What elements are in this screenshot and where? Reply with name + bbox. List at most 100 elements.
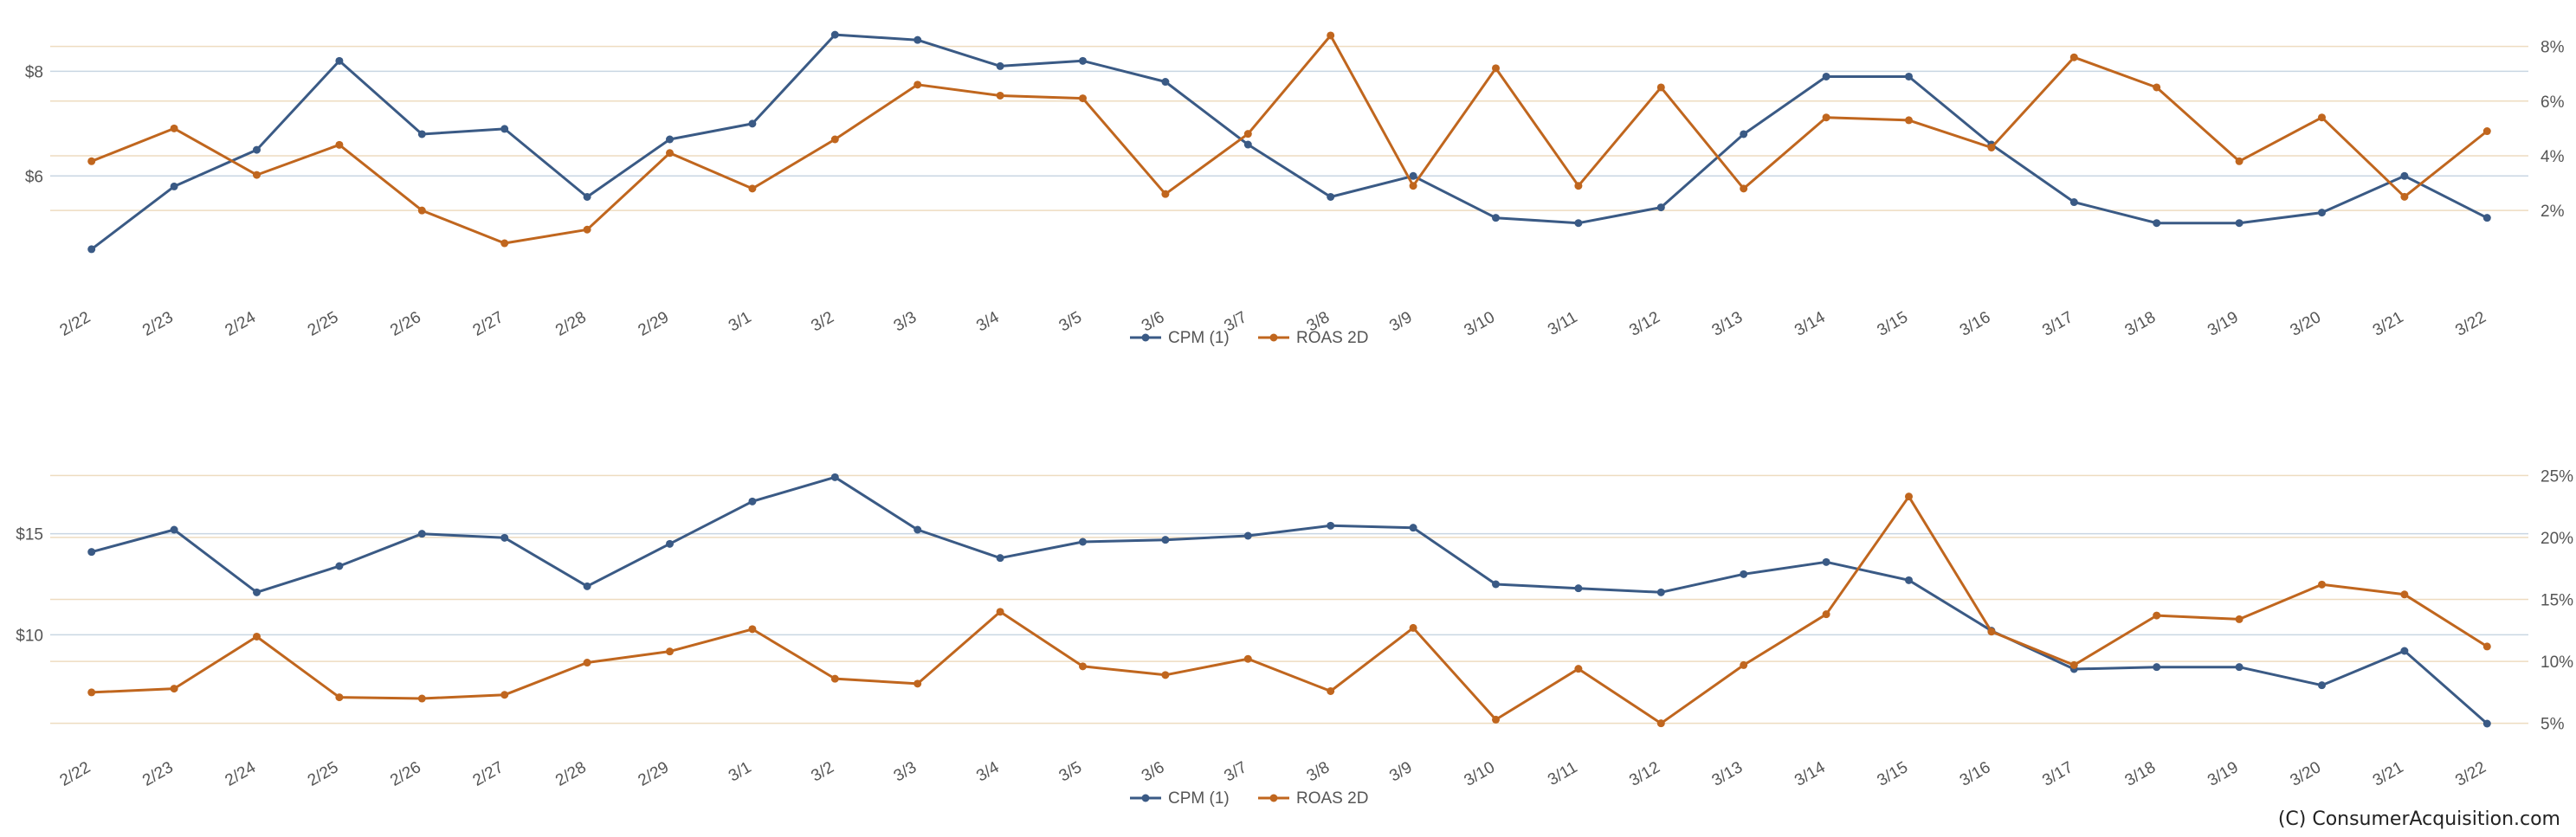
x-axis-tick-label: 2/27 [470,308,507,340]
roas-point [2069,660,2078,669]
roas-point [914,679,922,688]
x-axis-tick-label: 2/26 [387,308,424,340]
roas-point [1822,113,1830,122]
cpm-point [1243,140,1252,149]
x-axis-tick-label: 3/6 [1139,308,1167,335]
right-axis-tick-label: 2% [2540,203,2565,221]
roas-point [1987,143,1996,151]
cpm-point [2153,663,2161,672]
x-axis-tick-label: 2/25 [305,308,342,340]
cpm-point [748,497,757,505]
x-axis-tick-label: 2/25 [305,758,342,790]
x-axis-tick-label: 3/3 [891,308,920,335]
roas-point [253,171,261,179]
copyright-notice: (C) ConsumerAcquisition.com [2277,808,2560,830]
x-axis-tick-label: 2/24 [222,758,259,790]
cpm-point [1409,171,1417,180]
roas-point [748,625,757,634]
cpm-point [1656,588,1665,596]
right-axis-tick-label: 4% [2540,148,2565,166]
cpm-point [666,539,674,548]
roas-point [830,674,839,683]
x-axis-tick-label: 3/17 [2039,308,2076,340]
right-axis-tick-label: 5% [2540,716,2565,734]
bottom-chart: 5% 10% 15% 20% 25% $10 $15 2/22 2/23 2/24 2/25 2/26… [16,467,2573,808]
roas-point [2318,113,2326,122]
cpm-point [914,525,922,534]
cpm-point [666,135,674,144]
cpm-legend-marker [1141,333,1150,342]
x-axis-tick-label: 3/9 [1386,758,1415,785]
cpm-point [996,554,1004,563]
x-axis-tick-label: 2/28 [552,758,590,790]
roas-point [583,225,591,234]
roas-point [1905,116,1913,125]
cpm-point [1492,580,1500,589]
cpm-point [748,119,757,128]
cpm-point [1905,576,1913,584]
cpm-point [87,548,96,557]
roas-point [1740,660,1748,669]
right-axis-tick-label: 10% [2540,654,2573,672]
roas-point [253,632,261,641]
x-axis-tick-label: 3/22 [2452,308,2489,340]
cpm-point [335,56,344,65]
x-axis-tick-label: 3/7 [1221,758,1249,785]
cpm-point [1327,192,1335,201]
cpm-point [1327,521,1335,530]
x-axis-tick-label: 2/29 [635,758,672,790]
x-axis-tick-label: 2/29 [635,308,672,340]
x-axis-tick-label: 3/11 [1545,758,1580,789]
x-axis-tick-label: 3/12 [1626,758,1663,790]
top-chart: 2% 4% 6% 8% $6 $8 2/22 2/23 2/24 2/25 2/26 2/27 2/28… [25,30,2565,347]
roas-point [1822,610,1830,619]
x-axis-tick-label: 3/16 [1957,758,1994,790]
x-axis-tick-label: 3/8 [1304,758,1333,785]
x-axis-tick-label: 2/27 [470,758,507,790]
cpm-point [500,533,509,542]
roas-point [1409,623,1417,632]
roas-point [2235,157,2244,165]
x-axis-tick-label: 3/22 [2452,758,2489,790]
x-axis-tick-label: 3/14 [1792,308,1829,340]
roas-point [1656,83,1665,92]
roas-point [2318,580,2326,589]
roas-point [1243,654,1252,663]
roas-point [170,685,178,693]
x-axis-tick-label: 3/5 [1056,308,1085,335]
cpm-point [1161,78,1170,87]
cpm-point [417,130,426,138]
roas-point [417,206,426,215]
x-axis-tick-label: 3/17 [2039,758,2076,790]
x-axis-tick-label: 3/3 [891,758,920,785]
roas-legend-marker [1269,333,1278,342]
cpm-point [2235,663,2244,672]
cpm-point [87,245,96,254]
cpm-legend-label: CPM (1) [1168,329,1230,347]
roas-point [500,691,509,699]
cpm-point [1574,584,1583,593]
left-axis-tick-label: $8 [25,63,43,81]
cpm-point [2400,647,2409,655]
roas-series-line [91,34,2489,245]
roas-series-line [91,495,2489,725]
roas-point [666,149,674,158]
cpm-point [1243,531,1252,540]
roas-point [1492,715,1500,724]
x-axis-tick-label: 3/4 [973,758,1003,786]
legend: CPM (1) ROAS 2D [1130,789,1368,808]
left-axis-tick-label: $10 [16,627,43,645]
roas-point [1079,94,1087,103]
cpm-point [1905,72,1913,80]
roas-point [583,659,591,667]
roas-point [1079,662,1087,671]
cpm-series-line [90,33,2488,251]
roas-point [417,694,426,703]
roas-point [87,157,96,165]
cpm-point [1822,72,1830,80]
cpm-point [830,473,839,481]
cpm-point [583,582,591,590]
roas-point [1492,64,1500,73]
cpm-point [830,30,839,39]
